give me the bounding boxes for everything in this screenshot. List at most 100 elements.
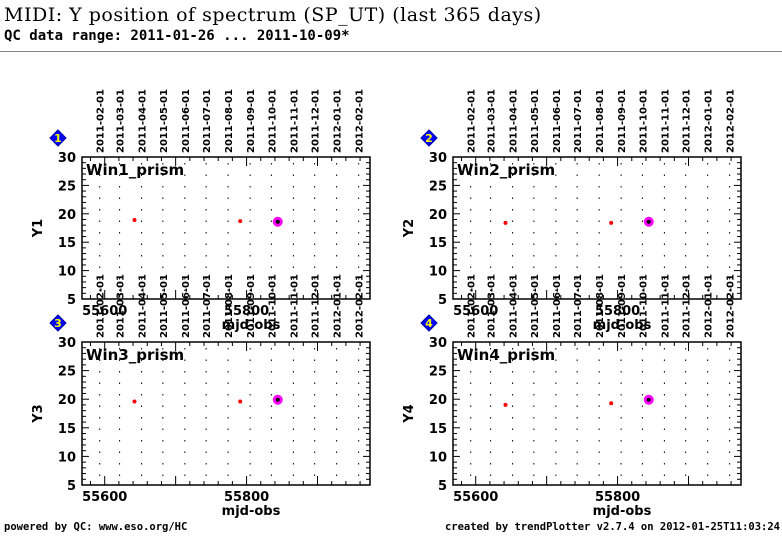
latest-data-point [275,397,280,402]
panel-number-marker[interactable]: 1 [49,129,67,147]
plot-frame [452,156,742,300]
date-tick-label: 2011-12-01 [311,274,322,338]
date-tick-label: 2011-10-01 [638,274,649,338]
plot-frame [81,341,371,486]
chart-panel-4: 2011-02-01 2011-03-01 2011-04-01 2011-05-01… [402,274,742,519]
y-tick-label: 30 [58,336,76,351]
date-tick-label: 2012-01-01 [333,274,344,338]
date-tick-label: 2012-02-01 [355,89,366,153]
date-tick-label: 2011-05-01 [530,89,541,153]
date-tick-label: 2012-02-01 [355,274,366,338]
date-tick-label: 2011-06-01 [181,274,192,338]
date-tick-label: 2011-04-01 [138,89,149,153]
date-tick-label: 2011-08-01 [595,274,606,338]
y-tick-label: 10 [429,450,447,465]
y-tick-label: 15 [58,422,76,437]
x-axis-label: mjd-obs [593,504,652,519]
date-tick-label: 2011-06-01 [181,89,192,153]
page-title: MIDI: Y position of spectrum (SP_UT) (la… [4,4,542,26]
data-point [503,220,508,225]
date-tick-label: 2011-07-01 [202,89,213,153]
data-point [609,220,614,225]
date-tick-label: 2011-05-01 [159,274,170,338]
y-axis-label: Y4 [402,404,417,423]
y-tick-label: 5 [438,479,447,494]
date-tick-label: 2012-02-01 [726,274,737,338]
panel-number-text: 3 [54,317,62,330]
data-point [609,401,614,406]
data-point [238,399,243,404]
y-tick-label: 10 [429,265,447,280]
date-tick-label: 2011-09-01 [617,274,628,338]
y-tick-label: 25 [429,179,447,194]
diamond-marker-icon [49,129,67,147]
chart-panel-1: 2011-02-01 2011-03-01 2011-04-01 2011-05-01… [31,89,371,333]
y-tick-label: 30 [429,336,447,351]
x-tick-label: 55800 [595,304,640,319]
y-tick-label: 5 [438,293,447,308]
date-tick-label: 2011-03-01 [116,274,127,338]
panel-number-marker[interactable]: 4 [420,314,438,332]
date-tick-label: 2011-02-01 [467,89,478,153]
date-tick-label: 2011-12-01 [311,89,322,153]
date-tick-label: 2011-07-01 [573,89,584,153]
latest-data-point [646,397,651,402]
date-tick-label: 2011-03-01 [487,274,498,338]
y-tick-label: 20 [58,208,76,223]
latest-data-point [646,219,651,224]
y-tick-label: 15 [58,236,76,251]
chart-panel-3: 2011-02-01 2011-03-01 2011-04-01 2011-05-01… [31,274,371,519]
date-tick-label: 2011-09-01 [617,89,628,153]
x-axis-label: mjd-obs [222,318,281,333]
x-tick-label: 55600 [82,304,127,319]
date-tick-label: 2012-01-01 [704,89,715,153]
date-tick-label: 2011-04-01 [138,274,149,338]
x-tick-label: 55800 [224,304,269,319]
data-point [503,402,508,407]
x-tick-label: 55800 [595,490,640,505]
plot-frame [452,341,742,486]
date-tick-label: 2011-10-01 [267,274,278,338]
header-divider [0,51,782,52]
diamond-marker-icon [49,314,67,332]
date-tick-label: 2011-11-01 [660,89,671,153]
date-tick-label: 2011-04-01 [509,89,520,153]
panel-annotation: Win3_prism [86,346,184,364]
x-tick-label: 55600 [453,490,498,505]
data-point [238,219,243,224]
date-tick-label: 2011-10-01 [638,89,649,153]
date-tick-label: 2011-05-01 [530,274,541,338]
date-tick-label: 2011-07-01 [202,274,213,338]
x-axis-label: mjd-obs [593,318,652,333]
date-tick-label: 2011-12-01 [682,89,693,153]
date-tick-label: 2012-01-01 [333,89,344,153]
date-tick-label: 2011-08-01 [224,274,235,338]
panel-number-text: 1 [54,132,62,145]
panel-annotation: Win4_prism [457,346,555,364]
diamond-marker-icon [420,314,438,332]
date-tick-label: 2011-08-01 [595,89,606,153]
panel-number-marker[interactable]: 3 [49,314,67,332]
y-axis-label: Y1 [31,219,46,238]
y-tick-label: 25 [429,365,447,380]
data-point [132,399,137,404]
plot-frame [81,156,371,300]
date-tick-label: 2011-06-01 [552,89,563,153]
y-tick-label: 25 [58,365,76,380]
x-tick-label: 55600 [453,304,498,319]
panel-number-text: 2 [425,132,433,145]
date-tick-label: 2011-12-01 [682,274,693,338]
panel-annotation: Win1_prism [86,161,184,179]
panel-number-marker[interactable]: 2 [420,129,438,147]
y-tick-label: 15 [429,236,447,251]
date-tick-label: 2011-06-01 [552,274,563,338]
y-tick-label: 10 [58,450,76,465]
y-tick-label: 20 [429,393,447,408]
date-tick-label: 2011-02-01 [467,274,478,338]
y-tick-label: 30 [429,151,447,166]
date-tick-label: 2011-04-01 [509,274,520,338]
date-tick-label: 2011-02-01 [96,89,107,153]
y-tick-label: 25 [58,179,76,194]
y-tick-label: 15 [429,422,447,437]
date-tick-label: 2012-02-01 [726,89,737,153]
